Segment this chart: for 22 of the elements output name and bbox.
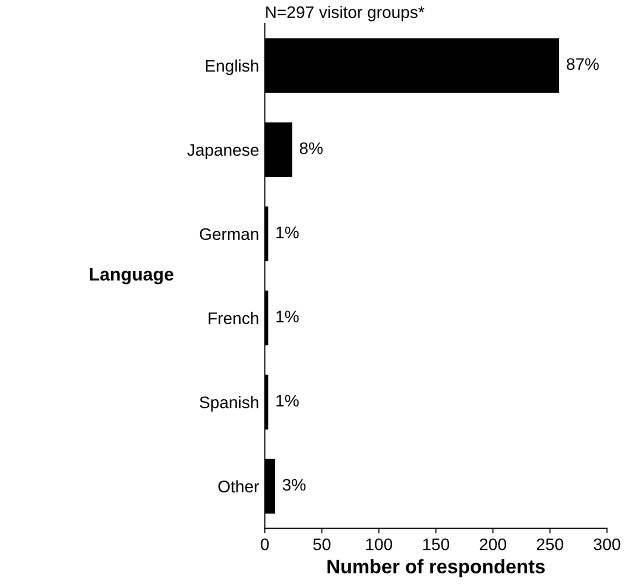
x-axis-title: Number of respondents <box>328 559 545 578</box>
x-tick-label: 300 <box>594 538 620 550</box>
x-tick-label: 0 <box>260 538 269 550</box>
y-tick-label: Spanish <box>200 396 258 412</box>
x-tick-label: 250 <box>536 538 564 550</box>
y-tick-label: English <box>206 60 258 76</box>
y-tick-label: French <box>208 312 258 324</box>
x-tick-label: 50 <box>313 538 330 550</box>
annotation: 1% <box>276 394 299 407</box>
annotation: 3% <box>282 478 306 491</box>
annotation: 87% <box>566 58 599 70</box>
annotation: 8% <box>300 142 323 154</box>
y-tick-label: Other <box>218 480 259 492</box>
annotation: 1% <box>276 310 299 322</box>
annotation: 1% <box>276 226 299 238</box>
y-tick-label: Japanese <box>187 144 259 160</box>
y-axis-title: Language <box>90 268 174 284</box>
x-tick-label: 150 <box>423 538 450 550</box>
x-tick-label: 100 <box>366 538 392 550</box>
chart-title: N=297 visitor groups* <box>266 6 424 22</box>
x-tick-label: 200 <box>480 538 506 550</box>
y-tick-label: German <box>200 228 258 240</box>
